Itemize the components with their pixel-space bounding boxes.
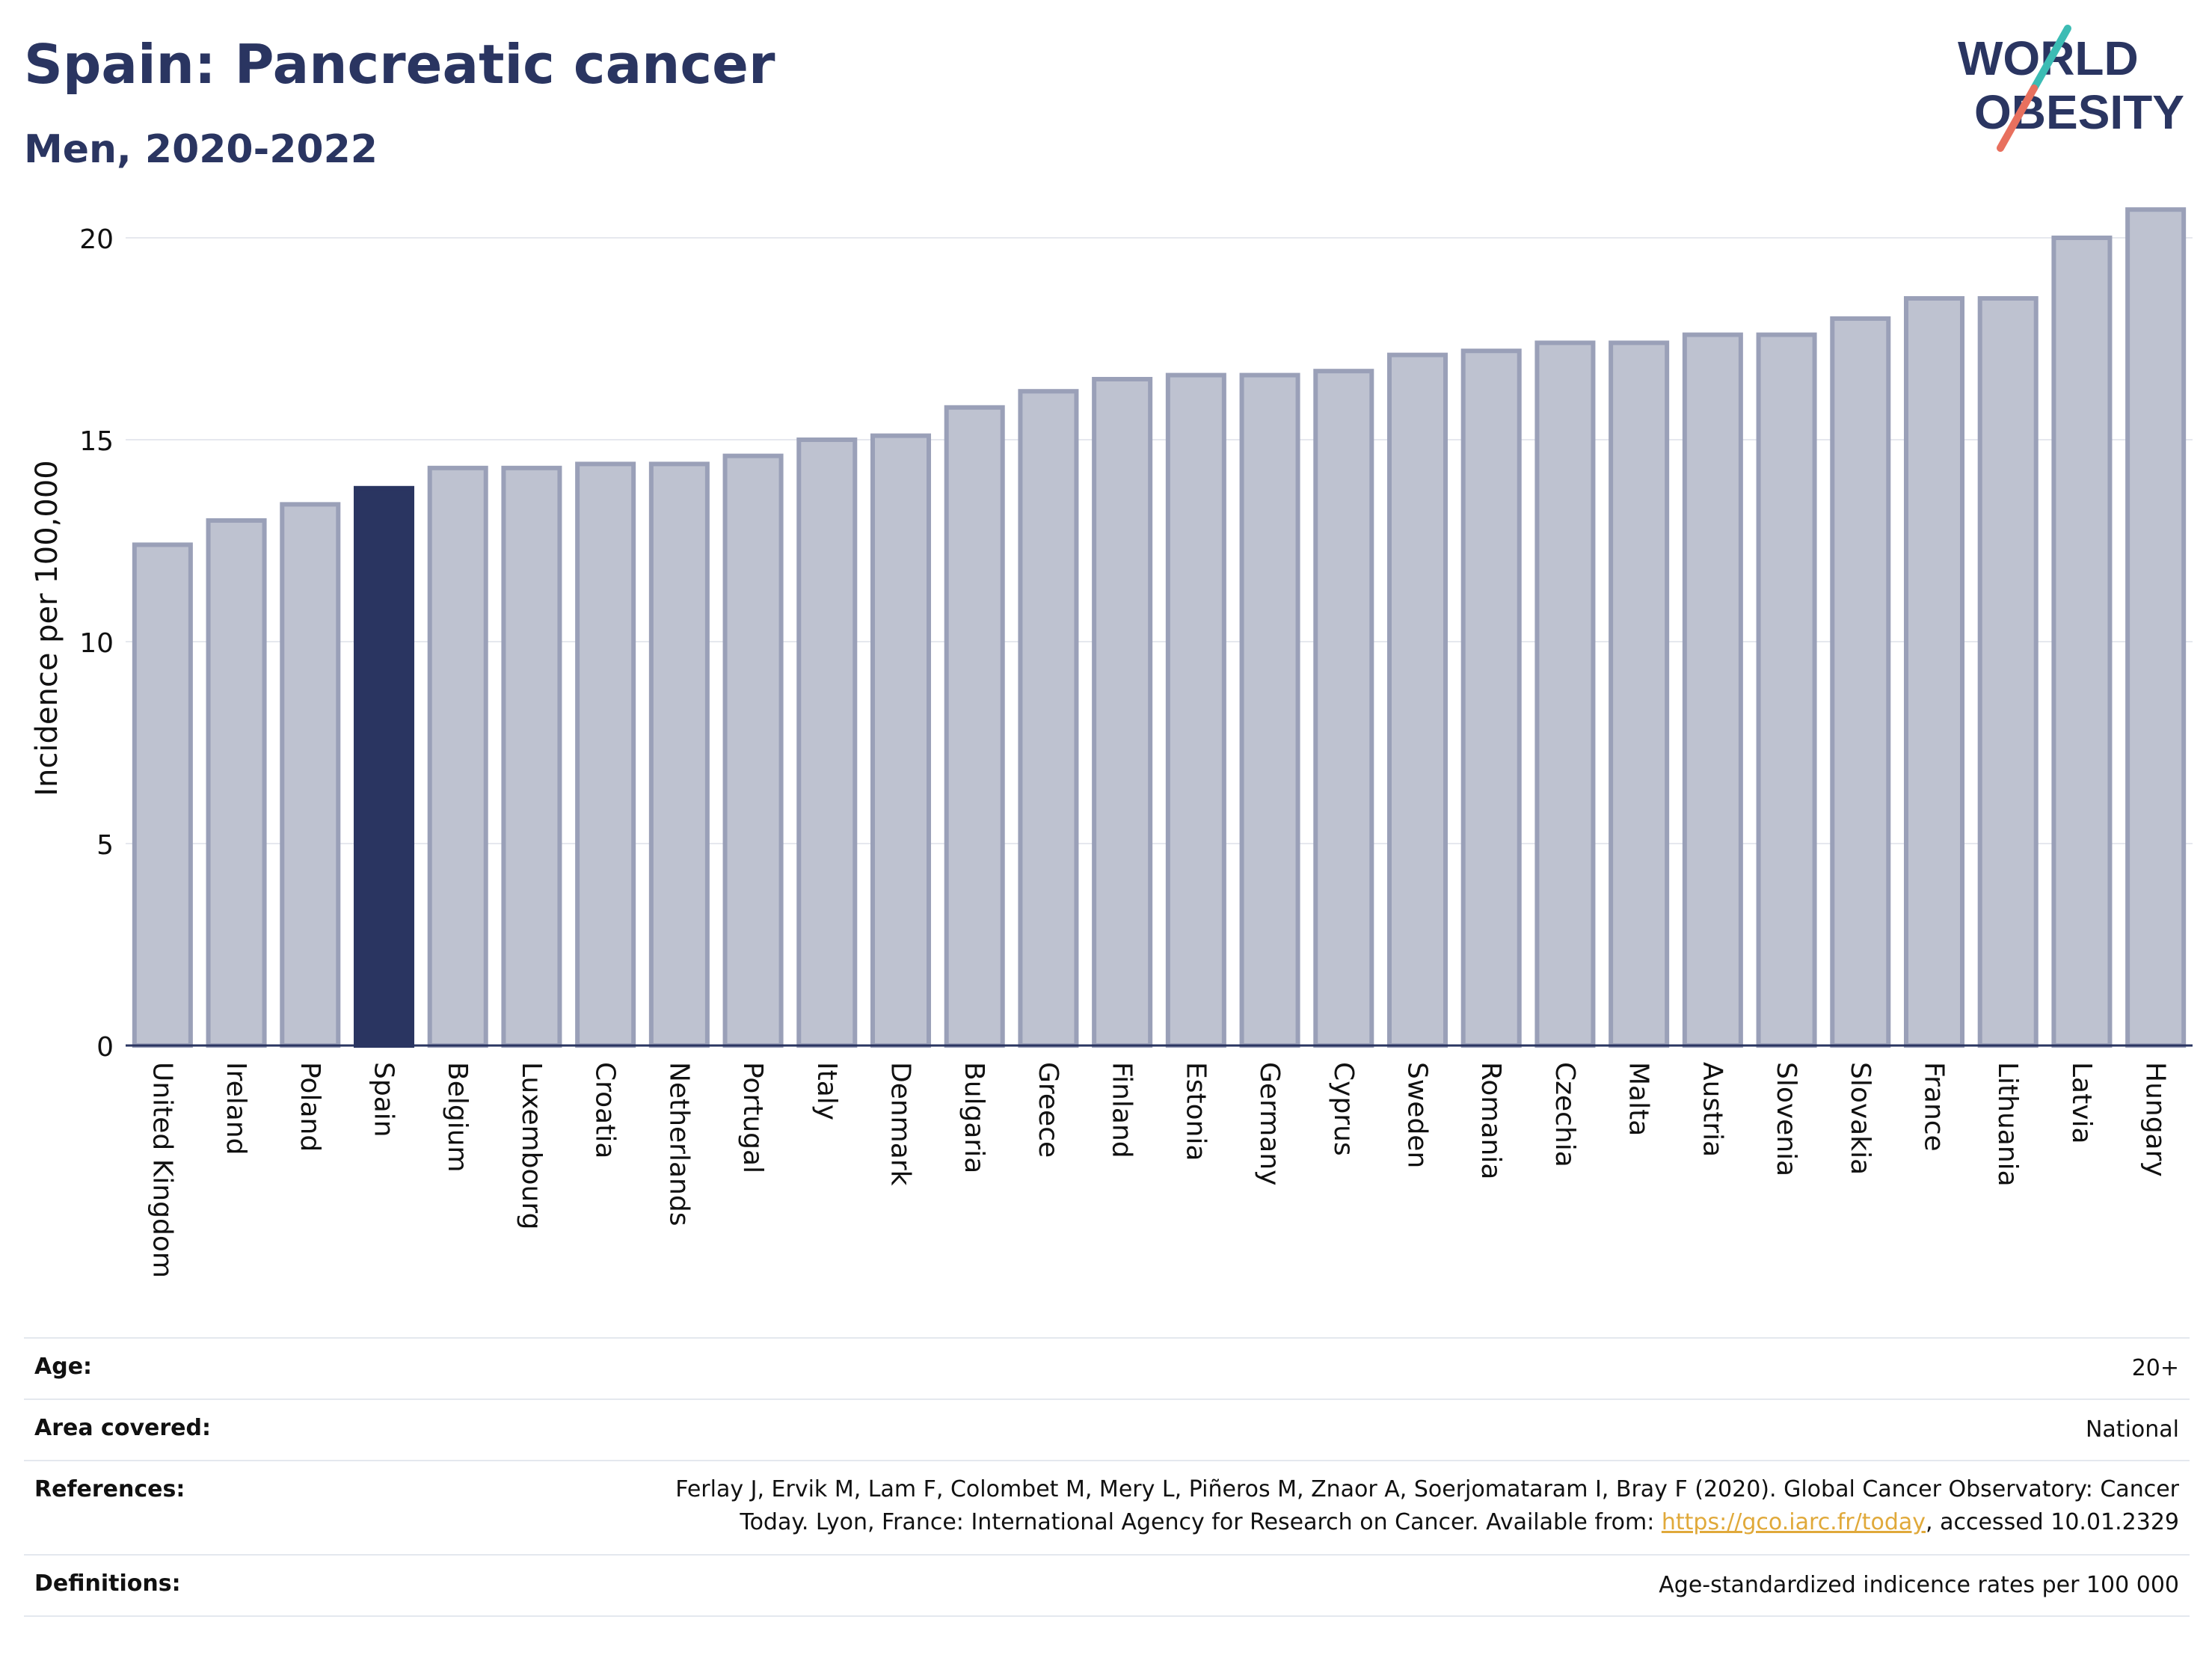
x-tick-label-germany: Germany bbox=[1254, 1062, 1285, 1185]
bar-italy bbox=[796, 437, 858, 1048]
metadata-table: Age: 20+ Area covered: National Referenc… bbox=[24, 1337, 2190, 1617]
meta-row-references: References: Ferlay J, Ervik M, Lam F, Co… bbox=[24, 1460, 2190, 1554]
x-tick-label-estonia: Estonia bbox=[1180, 1062, 1211, 1161]
bar-france bbox=[1903, 296, 1965, 1048]
bar-denmark bbox=[870, 433, 932, 1048]
bar-austria bbox=[1682, 332, 1743, 1048]
x-tick-label-croatia: Croatia bbox=[590, 1062, 621, 1158]
bars bbox=[132, 207, 2187, 1048]
bar-netherlands bbox=[648, 461, 710, 1048]
y-tick-label-4: 20 bbox=[79, 224, 114, 255]
x-tick-label-slovakia: Slovakia bbox=[1845, 1062, 1875, 1175]
references-line2-pre: Today. Lyon, France: International Agenc… bbox=[740, 1509, 1662, 1535]
references-link[interactable]: https://gco.iarc.fr/today bbox=[1661, 1509, 1926, 1535]
bar-portugal bbox=[722, 453, 784, 1048]
bar-finland bbox=[1092, 377, 1153, 1048]
x-tick-label-hungary: Hungary bbox=[2140, 1062, 2171, 1177]
bar-malta bbox=[1609, 340, 1670, 1048]
bar-sweden bbox=[1386, 352, 1448, 1048]
y-tick-label-2: 10 bbox=[79, 628, 114, 659]
axes: 0 5 10 15 20 United Kingdom Ireland Poland Spain… bbox=[79, 224, 2193, 1278]
bar-poland bbox=[280, 502, 341, 1048]
y-tick-label-0: 0 bbox=[96, 1032, 114, 1063]
y-tick-label-1: 5 bbox=[96, 830, 114, 861]
logo-slash-teal bbox=[2030, 25, 2071, 92]
page-title: Spain: Pancreatic cancer bbox=[24, 33, 775, 96]
x-tick-label-czechia: Czechia bbox=[1549, 1062, 1580, 1167]
x-tick-label-belgium: Belgium bbox=[442, 1062, 473, 1173]
references-line2: Today. Lyon, France: International Agenc… bbox=[675, 1506, 2179, 1539]
x-tick-label-austria: Austria bbox=[1697, 1062, 1727, 1157]
x-tick-label-denmark: Denmark bbox=[885, 1062, 916, 1186]
x-tick-label-sweden: Sweden bbox=[1402, 1062, 1433, 1168]
bar-slovakia bbox=[1830, 316, 1891, 1048]
x-tick-label-slovenia: Slovenia bbox=[1771, 1062, 1801, 1176]
bar-czechia bbox=[1534, 340, 1596, 1048]
bar-latvia bbox=[2051, 236, 2113, 1048]
x-tick-label-france: France bbox=[1919, 1062, 1950, 1152]
definitions-value: Age-standardized indicence rates per 100… bbox=[1659, 1572, 2179, 1598]
bar-slovenia bbox=[1756, 332, 1817, 1048]
x-tick-label-bulgaria: Bulgaria bbox=[959, 1062, 989, 1173]
bar-chart: 0 5 10 15 20 United Kingdom Ireland Poland Spain… bbox=[30, 207, 2193, 1278]
x-tick-label-latvia: Latvia bbox=[2066, 1062, 2097, 1144]
meta-row-area: Area covered: National bbox=[24, 1398, 2190, 1460]
bar-belgium bbox=[427, 465, 488, 1048]
age-label: Age: bbox=[34, 1354, 93, 1380]
world-obesity-logo: WORLD OBESITY bbox=[1958, 25, 2184, 152]
bar-united-kingdom bbox=[132, 542, 193, 1048]
bar-bulgaria bbox=[944, 405, 1005, 1048]
x-tick-label-poland: Poland bbox=[295, 1062, 325, 1152]
logo-slash-coral bbox=[1997, 85, 2038, 152]
bar-croatia bbox=[575, 461, 636, 1048]
references-value: Ferlay J, Ervik M, Lam F, Colombet M, Me… bbox=[675, 1473, 2179, 1539]
references-line1: Ferlay J, Ervik M, Lam F, Colombet M, Me… bbox=[675, 1476, 2179, 1502]
bar-ireland bbox=[206, 518, 267, 1048]
x-tick-label-lithuania: Lithuania bbox=[1992, 1062, 2023, 1187]
bar-lithuania bbox=[1977, 296, 2039, 1048]
bar-greece bbox=[1018, 389, 1079, 1048]
meta-row-definitions: Definitions: Age-standardized indicence … bbox=[24, 1554, 2190, 1617]
x-tick-label-ireland: Ireland bbox=[221, 1062, 251, 1155]
bar-hungary bbox=[2125, 207, 2187, 1048]
x-tick-label-finland: Finland bbox=[1107, 1062, 1137, 1158]
x-tick-label-united-kingdom: United Kingdom bbox=[147, 1062, 177, 1278]
x-tick-label-netherlands: Netherlands bbox=[663, 1062, 694, 1226]
x-tick-label-portugal: Portugal bbox=[737, 1062, 768, 1173]
bar-luxembourg bbox=[501, 465, 562, 1048]
references-label: References: bbox=[34, 1476, 185, 1502]
x-tick-label-italy: Italy bbox=[811, 1062, 842, 1120]
bar-cyprus bbox=[1313, 369, 1374, 1048]
references-line2-post: , accessed 10.01.2329 bbox=[1926, 1509, 2179, 1535]
y-axis-label: Incidence per 100,000 bbox=[30, 460, 64, 796]
x-tick-label-malta: Malta bbox=[1623, 1062, 1654, 1136]
page-subtitle: Men, 2020-2022 bbox=[24, 127, 378, 172]
bar-spain bbox=[353, 485, 415, 1048]
age-value: 20+ bbox=[2131, 1355, 2179, 1381]
definitions-label: Definitions: bbox=[34, 1570, 181, 1597]
x-tick-label-greece: Greece bbox=[1033, 1062, 1063, 1158]
bar-estonia bbox=[1165, 372, 1226, 1048]
meta-row-age: Age: 20+ bbox=[24, 1337, 2190, 1398]
x-tick-label-luxembourg: Luxembourg bbox=[516, 1062, 547, 1229]
area-label: Area covered: bbox=[34, 1415, 211, 1441]
bar-romania bbox=[1460, 348, 1522, 1048]
x-tick-label-cyprus: Cyprus bbox=[1328, 1062, 1359, 1156]
x-tick-label-romania: Romania bbox=[1475, 1062, 1506, 1179]
y-tick-label-3: 15 bbox=[79, 426, 114, 457]
bar-germany bbox=[1239, 372, 1300, 1048]
x-tick-label-spain: Spain bbox=[369, 1062, 399, 1137]
area-value: National bbox=[2085, 1416, 2179, 1443]
